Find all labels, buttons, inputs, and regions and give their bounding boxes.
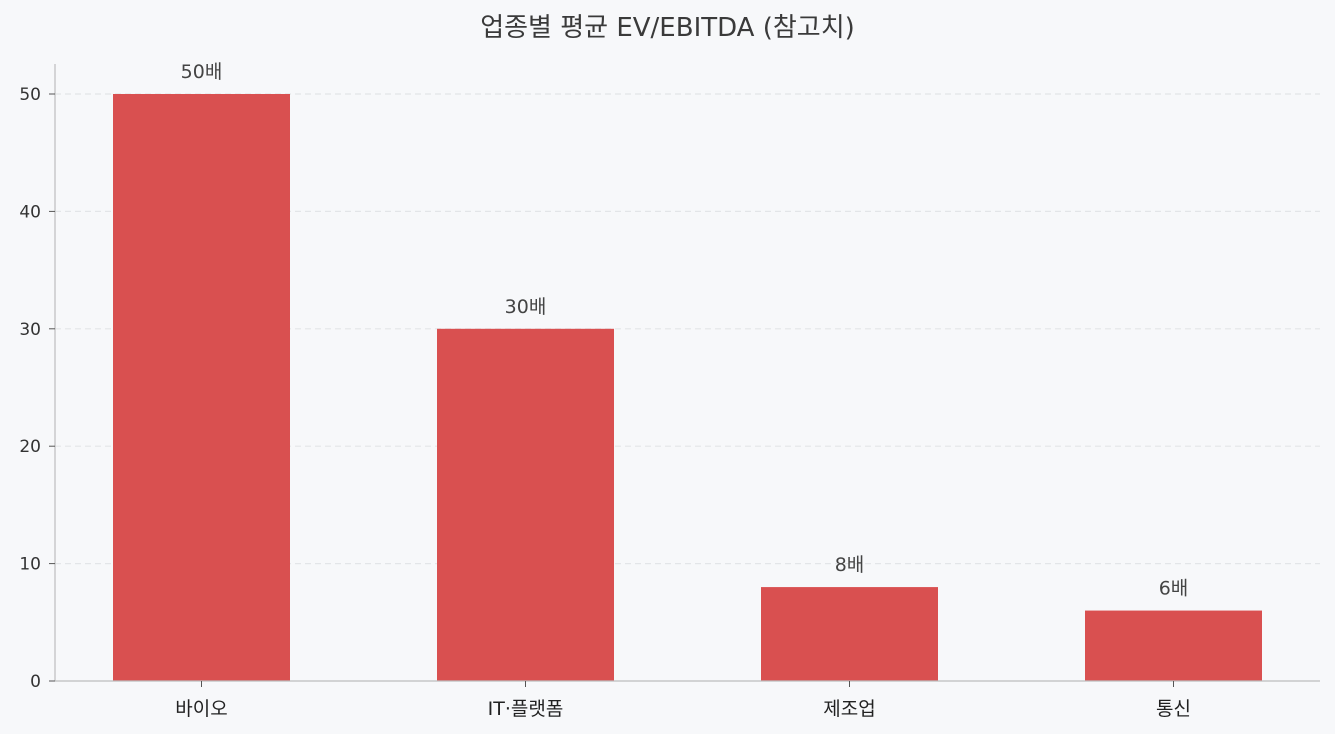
x-tick-label: 제조업 [823, 698, 875, 720]
bar-3 [761, 587, 938, 681]
y-tick-label: 0 [30, 672, 41, 692]
x-tick-label: 바이오 [175, 698, 227, 720]
x-tick-label: IT·플랫폼 [488, 698, 564, 720]
bar-2 [437, 328, 614, 681]
chart-title: 업종별 평균 EV/EBITDA (참고치) [480, 13, 855, 43]
data-label: 8배 [835, 554, 865, 576]
data-label: 50배 [181, 61, 223, 83]
bar-4 [1085, 610, 1262, 681]
y-tick-label: 50 [19, 85, 41, 105]
axes [54, 64, 1320, 682]
ticks: 0 10 20 30 40 50 [19, 85, 1174, 692]
x-tick-label: 통신 [1156, 698, 1191, 720]
y-tick-label: 10 [19, 555, 41, 575]
bars [113, 94, 1262, 681]
data-label: 30배 [505, 296, 547, 318]
y-tick-label: 30 [19, 320, 41, 340]
y-tick-label: 40 [19, 202, 41, 222]
data-label: 6배 [1159, 578, 1189, 600]
y-tick-label: 20 [19, 437, 41, 457]
bar-1 [113, 94, 290, 681]
